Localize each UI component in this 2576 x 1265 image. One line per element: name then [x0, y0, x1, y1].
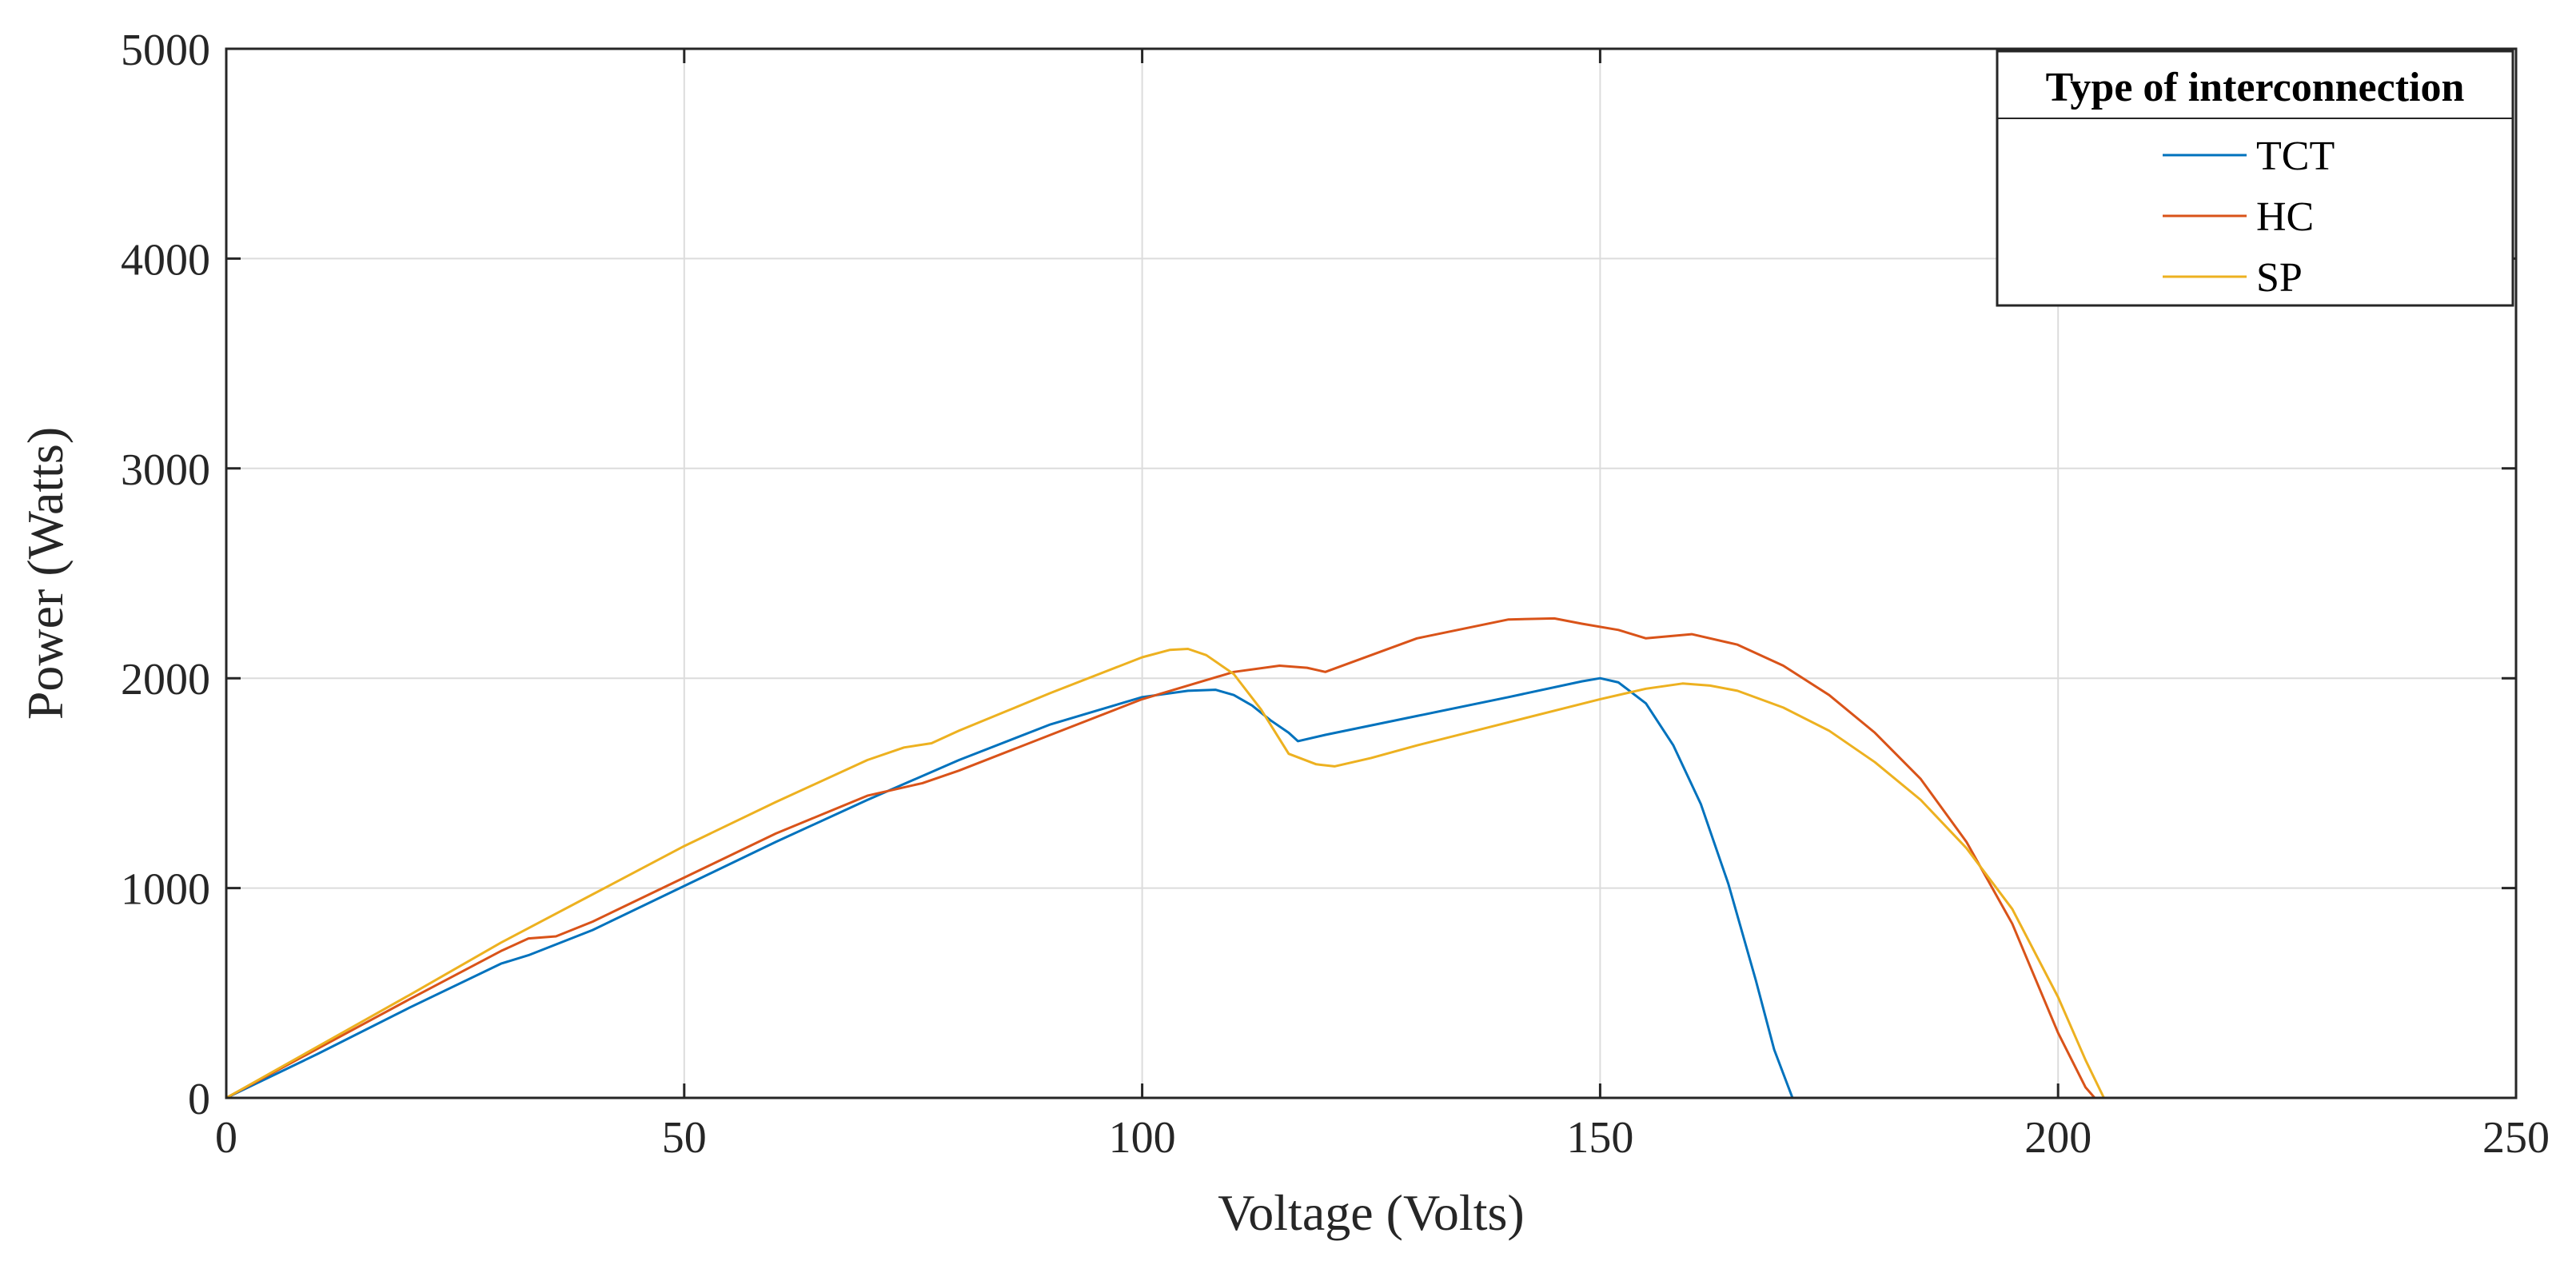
- y-tick-label: 1000: [121, 865, 210, 915]
- x-axis-title: Voltage (Volts): [1218, 1184, 1524, 1241]
- y-tick-label: 4000: [121, 235, 210, 285]
- y-tick-label: 2000: [121, 655, 210, 704]
- legend-title: Type of interconnection: [2046, 65, 2465, 110]
- x-tick-label: 150: [1566, 1113, 1633, 1163]
- series-line-hc: [225, 617, 2096, 1099]
- axis-ticks: 0 50 100 150 200 250 0 1000 2000 3000 4000 5000: [121, 26, 2550, 1163]
- series-line-tct: [225, 676, 1794, 1099]
- x-tick-label: 200: [2024, 1113, 2092, 1163]
- data-series: [225, 617, 2105, 1099]
- plot-area-frame: [225, 47, 2518, 1099]
- legend-box: [1996, 50, 2514, 307]
- series-line-sp: [225, 648, 2105, 1099]
- x-tick-label: 250: [2482, 1113, 2550, 1163]
- x-tick-label: 0: [215, 1113, 237, 1163]
- legend-items: TCT HC SP: [2163, 134, 2335, 301]
- legend-label-hc: HC: [2256, 194, 2314, 240]
- legend-label-tct: TCT: [2256, 134, 2335, 179]
- y-tick-label: 3000: [121, 445, 210, 495]
- x-tick-label: 100: [1109, 1113, 1176, 1163]
- x-tick-label: 50: [662, 1113, 707, 1163]
- legend-label-sp: SP: [2256, 255, 2303, 301]
- y-tick-label: 5000: [121, 26, 210, 75]
- y-tick-label: 0: [188, 1075, 210, 1124]
- legend: Type of interconnection TCT HC SP: [1996, 50, 2514, 307]
- y-axis-title: Power (Watts): [17, 427, 74, 720]
